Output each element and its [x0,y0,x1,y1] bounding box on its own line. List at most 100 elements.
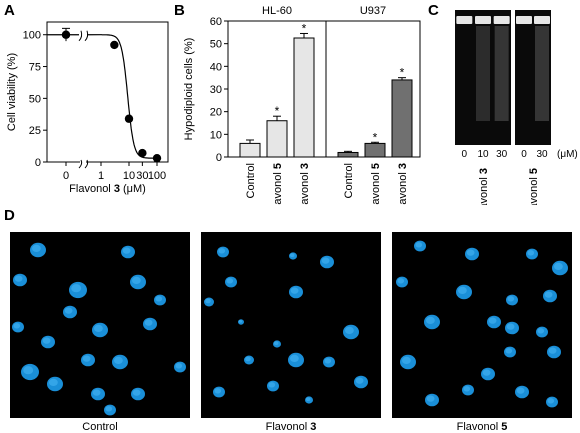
x-tick-label: 10 [123,170,135,182]
y-tick-label: 100 [23,30,41,42]
lane-label: 30 [536,149,548,160]
cell-nucleus-highlight [64,307,73,314]
gel-label: Flavonol 3 [478,168,490,205]
y-axis-label: Hypodiploid cells (%) [183,38,195,141]
lane-label: 30 [496,149,508,160]
cell-nucleus-highlight [14,275,23,282]
lane-label: 0 [462,149,468,160]
cell-nucleus-highlight [175,363,183,369]
y-tick-label: 20 [210,107,222,119]
cell-nucleus-highlight [268,382,276,388]
cell-nucleus-highlight [488,317,497,324]
cell-nucleus-highlight [132,389,141,396]
category-label: Flavonol 3 [299,163,311,205]
cell-nucleus-highlight [463,386,471,392]
cell-nucleus-highlight [547,398,555,404]
plot-frame [46,21,169,163]
cell-nucleus-highlight [114,356,123,364]
cell-nucleus-highlight [554,262,563,270]
cell-nucleus-highlight [49,378,58,386]
cell-nucleus-highlight [214,388,222,394]
cell-nucleus-highlight [94,324,103,332]
cell-nucleus-highlight [426,395,435,402]
gel-well [456,16,473,24]
cell-nucleus-highlight [345,326,354,334]
cell-nucleus-highlight [122,247,131,254]
panel-letter-a: A [4,2,15,19]
x-tick-label: 30 [136,170,148,182]
microscopy-label-control: Control [82,421,118,433]
y-tick-label: 0 [216,152,222,164]
micro-background [201,232,381,418]
cell-nucleus-highlight [415,242,423,248]
cell-nucleus-highlight [397,278,405,284]
data-point [152,153,162,163]
microscopy-label-flavonol-3: Flavonol 3 [265,421,317,433]
cell-nucleus-highlight [290,287,299,294]
category-label: Flavonol 5 [370,163,382,205]
cell-nucleus-highlight [132,276,141,284]
significance-mark: * [373,130,378,144]
y-axis-label: Cell viability (%) [6,53,18,131]
group-label: U937 [360,5,386,17]
bar [391,79,413,158]
cell-nucleus-highlight [23,366,34,375]
bar [293,37,315,158]
cell-nucleus-highlight [144,319,153,326]
gel-well [493,16,510,24]
gel-smear [494,26,509,121]
fit-curve [47,34,160,159]
y-tick-label: 50 [210,39,222,51]
data-point [124,114,134,123]
cell-nucleus-highlight [42,337,51,344]
microscopy-image-flavonol-3 [201,232,381,418]
x-axis-break-mask [80,156,86,168]
cell-nucleus-highlight [426,316,435,324]
category-label: Control [343,163,355,198]
microscopy-image-control [10,232,190,418]
cell-nucleus-highlight [355,377,364,384]
cell-nucleus-highlight [506,323,515,330]
y-tick-label: 50 [29,93,41,105]
panel-c-gels: 0 10 30 Flavonol 3 0 30 Flavonol 5 (μM) [455,10,578,205]
cell-nucleus-highlight [245,356,251,362]
y-tick-label: 30 [210,84,222,96]
cell-nucleus-highlight [71,284,82,293]
cell-nucleus-highlight [306,397,311,401]
cell-nucleus-highlight [466,249,475,256]
panel-letter-b: B [174,2,185,19]
cell-nucleus-highlight [105,406,113,412]
cell-nucleus-highlight [458,286,467,294]
lane-label: 10 [477,149,489,160]
microscopy-image-flavonol-5 [392,232,572,418]
cell-nucleus-highlight [82,355,91,362]
cell-nucleus-highlight [516,387,525,394]
significance-mark: * [400,66,405,80]
cell-nucleus-highlight [505,348,513,354]
y-tick-label: 75 [29,62,41,74]
category-label: Flavonol 3 [397,163,409,205]
cell-nucleus-highlight [205,298,211,304]
significance-mark: * [275,104,280,118]
y-tick-label: 25 [29,125,41,137]
y-tick-label: 0 [35,157,41,169]
cell-nucleus-highlight [482,369,491,376]
category-label: Flavonol 5 [272,163,284,205]
gel-smear [535,26,549,121]
y-tick-label: 10 [210,129,222,141]
cell-nucleus-highlight [218,248,226,254]
y-tick-label: 40 [210,61,222,73]
gel-well [475,16,491,24]
curve-break-mask [80,27,86,42]
cell-nucleus-highlight [226,278,234,284]
micro-background [392,232,572,418]
cell-nucleus-highlight [290,253,295,257]
cell-nucleus-highlight [537,328,545,334]
x-axis-break-bottom [78,159,89,169]
y-tick-label: 60 [210,16,222,28]
cell-nucleus-highlight [274,341,279,345]
panel-letter-c: C [428,2,439,19]
curve-break-marks [78,30,89,42]
bar [364,142,386,158]
cell-nucleus-highlight [548,347,557,354]
